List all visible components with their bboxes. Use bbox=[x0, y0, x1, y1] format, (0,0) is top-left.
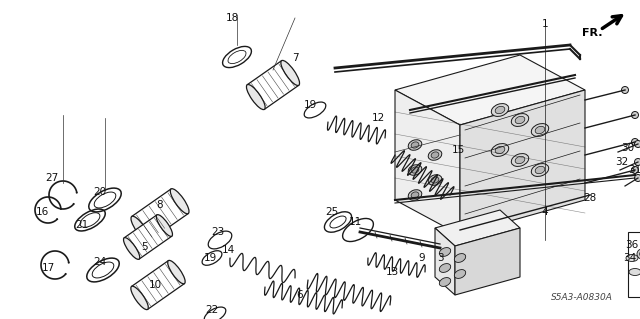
Ellipse shape bbox=[170, 189, 189, 214]
Ellipse shape bbox=[511, 153, 529, 167]
Polygon shape bbox=[435, 228, 455, 295]
Text: 27: 27 bbox=[45, 173, 59, 183]
Text: 6: 6 bbox=[297, 290, 303, 300]
Text: 36: 36 bbox=[625, 240, 639, 250]
Text: 1: 1 bbox=[541, 19, 548, 29]
Polygon shape bbox=[124, 215, 172, 259]
Ellipse shape bbox=[431, 152, 439, 158]
Polygon shape bbox=[395, 90, 460, 235]
Ellipse shape bbox=[411, 167, 419, 173]
Polygon shape bbox=[132, 189, 188, 241]
Text: 20: 20 bbox=[93, 187, 107, 197]
Ellipse shape bbox=[428, 150, 442, 160]
Circle shape bbox=[632, 112, 639, 118]
Text: 17: 17 bbox=[42, 263, 54, 273]
Ellipse shape bbox=[168, 260, 185, 284]
Ellipse shape bbox=[439, 263, 451, 272]
Ellipse shape bbox=[535, 166, 545, 174]
Text: 12: 12 bbox=[371, 113, 385, 123]
Text: 22: 22 bbox=[205, 305, 219, 315]
Ellipse shape bbox=[408, 140, 422, 150]
Ellipse shape bbox=[535, 126, 545, 134]
Text: 15: 15 bbox=[451, 145, 465, 155]
Ellipse shape bbox=[411, 142, 419, 148]
Ellipse shape bbox=[454, 270, 466, 278]
Ellipse shape bbox=[281, 60, 300, 85]
Polygon shape bbox=[247, 61, 299, 109]
Text: 3: 3 bbox=[436, 253, 444, 263]
Text: 25: 25 bbox=[325, 207, 339, 217]
Ellipse shape bbox=[454, 254, 466, 263]
Text: 32: 32 bbox=[616, 157, 628, 167]
Text: 7: 7 bbox=[292, 53, 298, 63]
Text: 30: 30 bbox=[621, 143, 635, 153]
Text: 19: 19 bbox=[204, 253, 216, 263]
Circle shape bbox=[634, 159, 640, 166]
Ellipse shape bbox=[131, 286, 148, 310]
Text: 8: 8 bbox=[157, 200, 163, 210]
Ellipse shape bbox=[428, 175, 442, 185]
Ellipse shape bbox=[511, 114, 529, 126]
Ellipse shape bbox=[431, 177, 439, 183]
Ellipse shape bbox=[626, 255, 638, 262]
Text: 34: 34 bbox=[623, 253, 637, 263]
Text: 23: 23 bbox=[211, 227, 225, 237]
Text: 16: 16 bbox=[35, 207, 49, 217]
Polygon shape bbox=[132, 261, 184, 309]
Ellipse shape bbox=[495, 106, 505, 114]
Ellipse shape bbox=[439, 278, 451, 286]
Ellipse shape bbox=[246, 85, 265, 110]
Ellipse shape bbox=[411, 192, 419, 198]
Ellipse shape bbox=[629, 269, 640, 276]
Ellipse shape bbox=[408, 165, 422, 175]
Bar bbox=[628, 232, 640, 297]
Ellipse shape bbox=[131, 216, 150, 241]
Ellipse shape bbox=[439, 248, 451, 256]
Polygon shape bbox=[460, 90, 585, 235]
Ellipse shape bbox=[492, 104, 509, 116]
Text: 5: 5 bbox=[141, 242, 148, 252]
Circle shape bbox=[634, 140, 640, 147]
Text: 24: 24 bbox=[93, 257, 107, 267]
Polygon shape bbox=[435, 210, 520, 246]
Ellipse shape bbox=[492, 144, 509, 156]
Ellipse shape bbox=[515, 116, 525, 124]
Text: 31: 31 bbox=[628, 165, 640, 175]
Circle shape bbox=[632, 138, 639, 145]
Circle shape bbox=[634, 174, 640, 182]
Text: 4: 4 bbox=[541, 207, 548, 217]
Text: 28: 28 bbox=[584, 193, 596, 203]
Text: 18: 18 bbox=[225, 13, 239, 23]
Ellipse shape bbox=[515, 156, 525, 164]
Ellipse shape bbox=[531, 164, 548, 176]
Ellipse shape bbox=[531, 123, 548, 137]
Polygon shape bbox=[455, 228, 520, 295]
Polygon shape bbox=[395, 55, 585, 125]
Circle shape bbox=[637, 249, 640, 259]
Text: FR.: FR. bbox=[582, 28, 602, 38]
Ellipse shape bbox=[156, 215, 173, 236]
Text: 9: 9 bbox=[419, 253, 426, 263]
Ellipse shape bbox=[124, 238, 140, 259]
Text: 21: 21 bbox=[76, 220, 88, 230]
Text: 10: 10 bbox=[148, 280, 161, 290]
Circle shape bbox=[632, 167, 639, 174]
Text: 19: 19 bbox=[303, 100, 317, 110]
Circle shape bbox=[621, 86, 628, 93]
Text: 11: 11 bbox=[348, 217, 362, 227]
Text: S5A3-A0830A: S5A3-A0830A bbox=[551, 293, 613, 302]
Text: 13: 13 bbox=[385, 267, 399, 277]
Ellipse shape bbox=[408, 190, 422, 200]
Ellipse shape bbox=[495, 146, 505, 154]
Text: 14: 14 bbox=[221, 245, 235, 255]
